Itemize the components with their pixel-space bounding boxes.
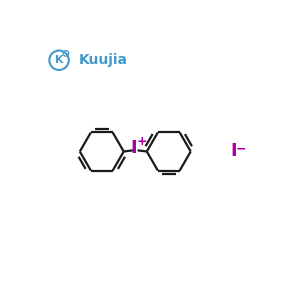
Text: I: I bbox=[131, 139, 137, 157]
Text: +: + bbox=[136, 135, 147, 148]
Text: −: − bbox=[236, 143, 246, 156]
Text: K: K bbox=[55, 55, 63, 65]
Text: Kuujia: Kuujia bbox=[79, 53, 128, 67]
Text: I: I bbox=[230, 142, 237, 160]
